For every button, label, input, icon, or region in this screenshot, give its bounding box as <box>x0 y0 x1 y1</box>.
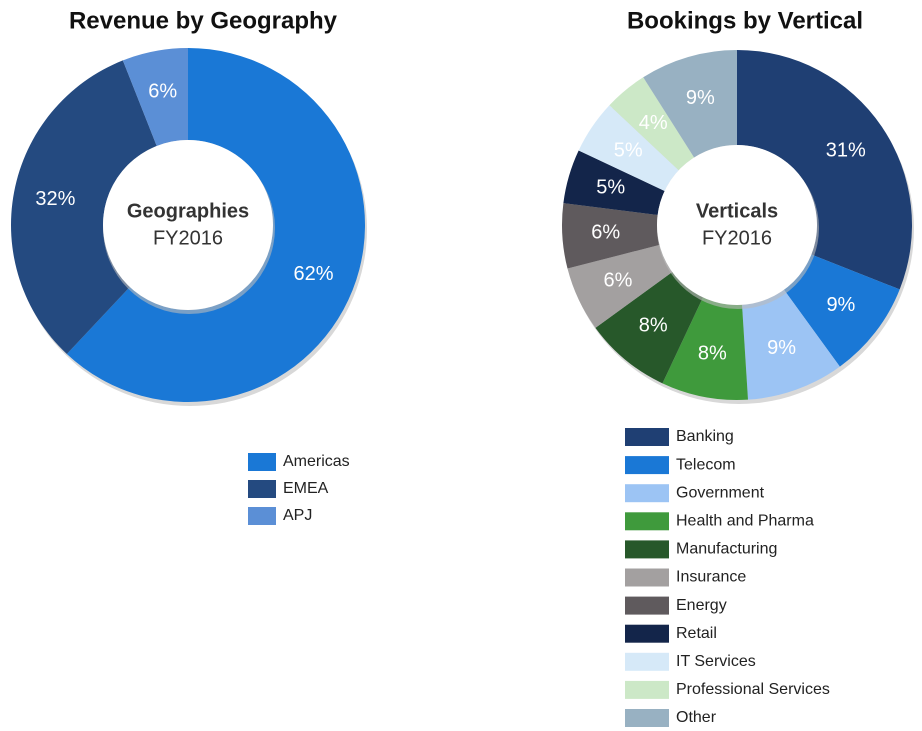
center-label: Geographies <box>127 200 249 222</box>
donut-slice <box>662 297 748 400</box>
slice-label: 5% <box>596 177 625 199</box>
donut-slice <box>595 272 703 384</box>
slice-label: 9% <box>826 294 855 316</box>
legend-label: Manufacturing <box>676 541 777 558</box>
donut-slice <box>609 77 695 171</box>
donut-slice <box>66 48 366 403</box>
donut-slice <box>563 150 665 215</box>
slice-label: 6% <box>148 81 177 103</box>
legend-swatch <box>625 709 669 727</box>
legend-label: Insurance <box>676 569 746 586</box>
chart-title: Bookings by Vertical <box>627 7 863 34</box>
donut-hole <box>103 140 273 310</box>
slice-label: 8% <box>639 315 668 337</box>
chart-title: Revenue by Geography <box>69 7 338 34</box>
donut-slice <box>578 105 679 191</box>
legend-swatch <box>625 652 669 671</box>
legend-label: EMEA <box>283 480 329 497</box>
donut-slice <box>562 203 660 269</box>
legend-label: Professional Services <box>676 681 830 698</box>
donut-slice <box>567 244 673 328</box>
donut-slice <box>784 254 900 367</box>
slice-label: 9% <box>767 337 796 359</box>
slice-label: 6% <box>591 222 620 244</box>
legend-swatch <box>625 680 669 699</box>
slice-label: 31% <box>826 139 866 161</box>
legend-swatch <box>248 480 276 498</box>
slice-label: 32% <box>35 188 75 210</box>
legend-label: Government <box>676 484 765 501</box>
slice-label: 5% <box>614 139 643 161</box>
donut-slice <box>643 50 737 158</box>
donut-slice <box>122 48 188 146</box>
slice-label: 62% <box>294 263 334 285</box>
legend-swatch <box>625 596 669 615</box>
legend-swatch <box>625 428 669 446</box>
legend-label: IT Services <box>676 653 756 670</box>
legend-swatch <box>248 507 276 525</box>
legend-label: Telecom <box>676 456 736 473</box>
donut-hole <box>657 145 817 305</box>
legend-label: Energy <box>676 597 727 614</box>
legend-swatch <box>625 568 669 587</box>
center-label: Verticals <box>696 200 778 222</box>
legend-label: Americas <box>283 453 350 470</box>
donut-slice <box>742 289 840 400</box>
legend-swatch <box>625 512 669 531</box>
slice-label: 8% <box>698 342 727 364</box>
legend-label: Banking <box>676 428 734 445</box>
donut-slice <box>10 60 157 355</box>
legend-label: APJ <box>283 507 312 524</box>
center-sublabel: FY2016 <box>153 227 223 249</box>
legend-label: Other <box>676 709 717 726</box>
center-sublabel: FY2016 <box>702 227 772 249</box>
slice-label: 4% <box>639 112 668 134</box>
donut-slice <box>737 50 912 290</box>
slice-label: 6% <box>604 269 633 291</box>
legend-swatch <box>625 484 669 503</box>
legend-swatch <box>248 453 276 471</box>
legend-label: Health and Pharma <box>676 513 814 530</box>
slice-label: 9% <box>686 87 715 109</box>
legend-label: Retail <box>676 625 717 642</box>
legend-swatch <box>625 540 669 559</box>
legend-swatch <box>625 456 669 475</box>
legend-swatch <box>625 624 669 643</box>
